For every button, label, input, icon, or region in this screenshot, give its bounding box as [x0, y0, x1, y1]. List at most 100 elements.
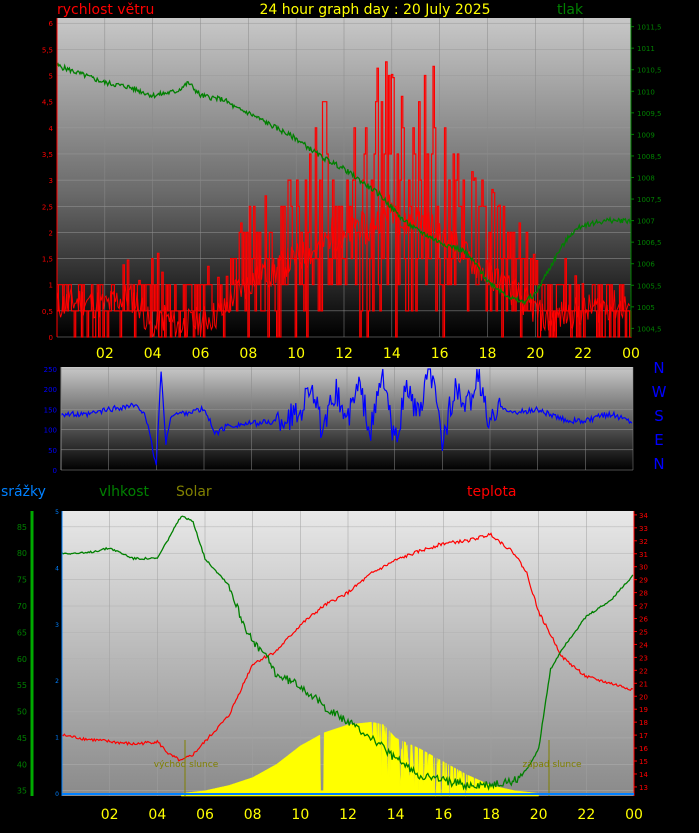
humidity-axis-tick: 80	[17, 549, 27, 558]
temp-axis-tick: 26	[639, 616, 648, 624]
solar-label: Solar	[176, 484, 212, 500]
hour-tick: 04	[144, 346, 162, 362]
temp-axis-tick: 20	[639, 693, 648, 701]
temp-axis-tick: 28	[639, 590, 648, 598]
wind-direction-line	[60, 368, 633, 466]
pressure-axis-tick: 1006,5	[637, 239, 662, 247]
pressure-axis-tick: 1008,5	[637, 153, 662, 161]
pressure-axis-tick: 1011	[637, 45, 655, 53]
sunrise-label: východ slunce	[154, 760, 219, 770]
humidity-axis-tick: 40	[17, 760, 27, 769]
wind-average-line	[56, 194, 631, 338]
hour-tick: 12	[335, 346, 353, 362]
wind-pressure-axes: 0 0,5 1 1,5 2 2,5 3 3,5 4 4,5 5 5,5 6 1004,5 1005 1005,…	[42, 18, 662, 362]
pressure-axis-tick: 1011,5	[637, 24, 662, 32]
temperature-label: teplota	[467, 484, 517, 500]
pressure-axis-tick: 1004,5	[637, 325, 662, 333]
wind-axis-tick: 0,5	[42, 308, 53, 316]
direction-letter: N	[653, 359, 664, 377]
humidity-axis-tick: 45	[17, 734, 27, 743]
humidity-axis-tick: 50	[17, 708, 27, 717]
humidity-axis-tick: 55	[17, 681, 27, 690]
pressure-axis-tick: 1008	[637, 175, 655, 183]
humidity-label: vlhkost	[99, 484, 150, 500]
pressure-label: tlak	[557, 2, 584, 18]
wind-axis-tick: 2,5	[42, 203, 53, 211]
precip-axis-tick: 2	[55, 678, 59, 685]
temp-axis-tick: 33	[639, 525, 648, 533]
temp-axis-tick: 22	[639, 667, 648, 675]
humidity-temp-series	[61, 515, 634, 797]
pressure-axis-tick: 1010	[637, 88, 655, 96]
hour-tick: 10	[291, 807, 309, 823]
pressure-axis-tick: 1010,5	[637, 67, 662, 75]
humidity-axis-tick: 65	[17, 628, 27, 637]
pressure-axis-tick: 1007,5	[637, 196, 662, 204]
precip-label: srážky	[1, 484, 46, 500]
humidity-axis-tick: 60	[17, 655, 27, 664]
hour-tick: 02	[96, 346, 114, 362]
wind-direction-series	[60, 368, 633, 466]
direction-axis-tick: 200	[44, 386, 57, 394]
humidity-axis-tick: 35	[17, 787, 27, 796]
hour-tick: 08	[239, 346, 257, 362]
wind-axis-tick: 1,5	[42, 256, 53, 264]
wind-axis-tick: 6	[49, 20, 54, 28]
hour-tick: 14	[383, 346, 401, 362]
temp-axis-tick: 13	[639, 784, 648, 792]
direction-axis-tick: 100	[44, 427, 57, 435]
direction-axis-tick: 50	[48, 447, 57, 455]
temp-axis-tick: 15	[639, 758, 648, 766]
pressure-axis-tick: 1005	[637, 304, 655, 312]
hour-tick: 00	[622, 346, 640, 362]
precip-axis-tick: 3	[55, 622, 59, 629]
hour-tick: 18	[482, 807, 500, 823]
temp-axis-tick: 24	[639, 641, 648, 649]
hour-tick: 16	[434, 807, 452, 823]
wind-pressure-series	[56, 61, 632, 338]
wind-speed-label: rychlost větru	[57, 2, 154, 18]
humidity-axis-tick: 75	[17, 576, 27, 585]
temp-axis-tick: 14	[639, 771, 648, 779]
wind-axis-tick: 1	[49, 282, 53, 290]
temp-axis-tick: 30	[639, 564, 648, 572]
hour-tick: 10	[287, 346, 305, 362]
temp-axis-tick: 32	[639, 538, 648, 546]
temp-axis-tick: 31	[639, 551, 648, 559]
temp-axis-tick: 17	[639, 732, 648, 740]
hour-tick: 00	[625, 807, 643, 823]
wind-axis-tick: 5	[49, 73, 53, 81]
temp-axis-tick: 18	[639, 719, 648, 727]
hour-tick: 20	[530, 807, 548, 823]
wind-axis-tick: 5,5	[42, 46, 53, 54]
pressure-axis-tick: 1006	[637, 261, 655, 269]
hour-tick: 14	[387, 807, 405, 823]
wind-gust-line	[57, 61, 632, 338]
precip-axis-tick: 4	[55, 565, 59, 572]
temp-axis-tick: 19	[639, 706, 648, 714]
temp-axis-tick: 27	[639, 603, 648, 611]
hour-tick: 18	[479, 346, 497, 362]
wind-axis-tick: 4,5	[42, 99, 53, 107]
hour-tick: 22	[574, 346, 592, 362]
temperature-line	[61, 532, 633, 762]
pressure-line	[56, 62, 632, 306]
precip-axis-tick: 1	[55, 735, 59, 742]
precip-axis-tick: 5	[55, 509, 59, 516]
direction-letter: S	[654, 407, 664, 425]
direction-axis-tick: 0	[53, 467, 57, 475]
pressure-axis-tick: 1007	[637, 218, 655, 226]
precip-axis-tick: 0	[55, 791, 59, 798]
wind-direction-axes: 0 50 100 150 200 250	[44, 366, 62, 475]
temp-axis-tick: 34	[639, 512, 648, 520]
hour-tick: 12	[339, 807, 357, 823]
wind-axis-tick: 3,5	[42, 151, 53, 159]
temp-axis-tick: 29	[639, 577, 648, 585]
hour-tick: 08	[244, 807, 262, 823]
hour-tick: 16	[431, 346, 449, 362]
humidity-axis-tick: 70	[17, 602, 27, 611]
temp-axis-tick: 25	[639, 628, 648, 636]
temp-axis-tick: 23	[639, 654, 648, 662]
